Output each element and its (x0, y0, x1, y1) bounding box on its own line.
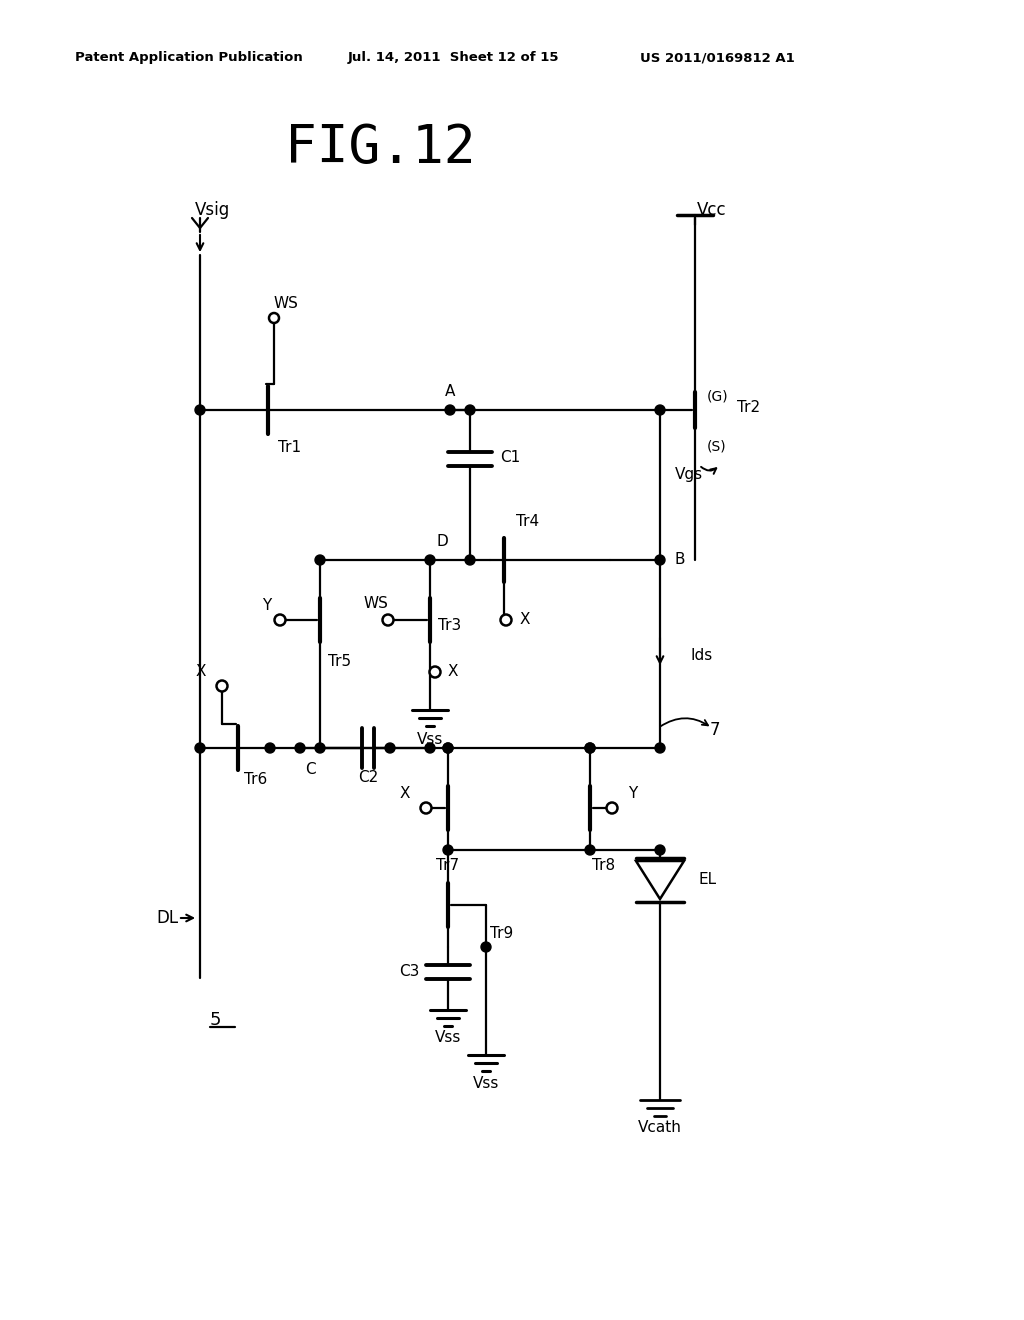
Text: X: X (196, 664, 206, 680)
Text: Y: Y (628, 787, 637, 801)
Text: WS: WS (364, 597, 388, 611)
Circle shape (425, 554, 435, 565)
Text: Tr7: Tr7 (436, 858, 459, 874)
Text: Tr3: Tr3 (438, 618, 461, 632)
Text: Ids: Ids (690, 648, 713, 663)
Text: Tr6: Tr6 (244, 772, 267, 788)
Text: Vsig: Vsig (195, 201, 230, 219)
Circle shape (315, 554, 325, 565)
Circle shape (465, 554, 475, 565)
Circle shape (655, 743, 665, 752)
Text: Vss: Vss (473, 1076, 499, 1090)
Circle shape (585, 743, 595, 752)
Text: Vss: Vss (417, 733, 443, 747)
Text: D: D (436, 535, 449, 549)
Circle shape (585, 743, 595, 752)
Text: Tr8: Tr8 (592, 858, 615, 874)
Text: Tr1: Tr1 (278, 441, 301, 455)
Text: FIG.12: FIG.12 (285, 121, 475, 174)
Text: Tr9: Tr9 (490, 925, 513, 940)
Text: 7: 7 (710, 721, 721, 739)
Circle shape (655, 845, 665, 855)
Circle shape (295, 743, 305, 752)
Text: X: X (520, 612, 530, 627)
Text: Tr5: Tr5 (328, 655, 351, 669)
Text: C3: C3 (399, 964, 420, 978)
Text: C2: C2 (357, 771, 378, 785)
Circle shape (425, 743, 435, 752)
Text: Patent Application Publication: Patent Application Publication (75, 51, 303, 65)
Circle shape (421, 803, 431, 813)
Text: Jul. 14, 2011  Sheet 12 of 15: Jul. 14, 2011 Sheet 12 of 15 (348, 51, 559, 65)
Circle shape (465, 405, 475, 414)
Text: Y: Y (262, 598, 271, 614)
Circle shape (501, 615, 512, 626)
Text: Tr2: Tr2 (737, 400, 760, 414)
Circle shape (216, 681, 227, 692)
Circle shape (443, 743, 453, 752)
Circle shape (481, 942, 490, 952)
Circle shape (585, 845, 595, 855)
Text: Vcc: Vcc (697, 201, 727, 219)
Circle shape (195, 743, 205, 752)
Circle shape (383, 615, 393, 626)
Circle shape (269, 313, 279, 323)
Text: US 2011/0169812 A1: US 2011/0169812 A1 (640, 51, 795, 65)
Circle shape (443, 845, 453, 855)
Text: WS: WS (274, 297, 299, 312)
Text: A: A (444, 384, 456, 400)
Text: X: X (449, 664, 459, 680)
Text: X: X (399, 787, 410, 801)
Circle shape (606, 803, 617, 813)
Text: Vcath: Vcath (638, 1121, 682, 1135)
Circle shape (429, 667, 440, 677)
Circle shape (265, 743, 275, 752)
Circle shape (655, 405, 665, 414)
Circle shape (195, 405, 205, 414)
Text: (S): (S) (707, 440, 727, 453)
Circle shape (443, 743, 453, 752)
Text: C: C (305, 763, 315, 777)
Text: B: B (674, 553, 684, 568)
Text: (G): (G) (707, 389, 729, 403)
Circle shape (274, 615, 286, 626)
Circle shape (445, 405, 455, 414)
Text: Tr4: Tr4 (516, 515, 539, 529)
Text: Vss: Vss (435, 1031, 461, 1045)
Circle shape (655, 554, 665, 565)
Circle shape (315, 743, 325, 752)
Text: DL: DL (156, 909, 178, 927)
Text: 5: 5 (210, 1011, 221, 1030)
Text: Vgs: Vgs (675, 467, 703, 483)
Text: EL: EL (698, 873, 716, 887)
Circle shape (385, 743, 395, 752)
Text: C1: C1 (500, 450, 520, 466)
